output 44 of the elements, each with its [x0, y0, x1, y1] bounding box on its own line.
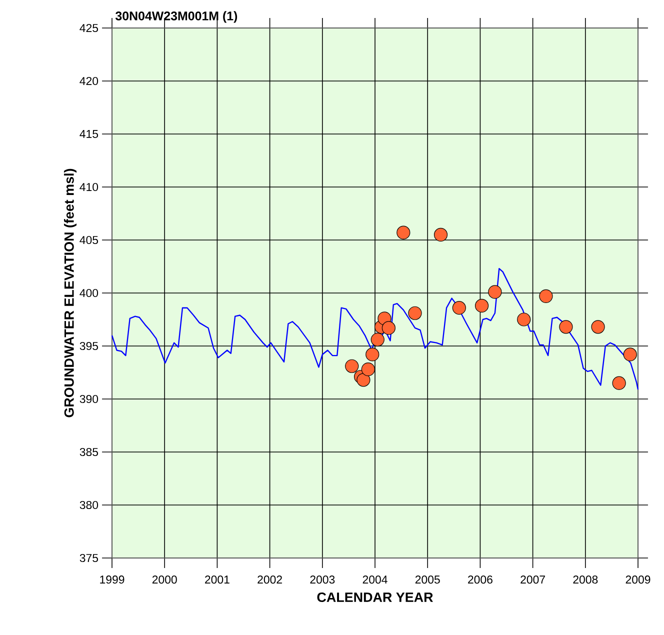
point — [517, 312, 531, 326]
point — [370, 332, 384, 346]
y-tick-label: 400 — [80, 288, 98, 298]
point — [612, 376, 626, 390]
y-tick-label: 425 — [80, 24, 98, 32]
x-tick-label: 2004 — [362, 576, 388, 584]
y-tick-label: 420 — [80, 76, 98, 86]
point — [434, 228, 448, 242]
point — [488, 285, 502, 299]
x-tick-label: 2000 — [152, 576, 177, 584]
x-tick-label: 1999 — [100, 576, 124, 584]
point — [366, 348, 380, 362]
y-tick-label: 375 — [80, 554, 98, 562]
chart-title: 30N04W23M001M (1) — [115, 11, 238, 23]
x-tick-label: 2003 — [310, 576, 335, 584]
point — [345, 359, 359, 373]
point — [396, 226, 410, 240]
y-tick-label: 415 — [80, 130, 98, 138]
y-tick-label: 405 — [80, 236, 98, 244]
point — [356, 373, 370, 387]
point — [474, 298, 489, 313]
y-axis-title: GROUNDWATER ELEVATION (feet msl) — [64, 168, 77, 418]
point — [623, 348, 637, 362]
point — [539, 289, 553, 303]
y-tick-label: 380 — [80, 500, 98, 510]
y-tick-label: 395 — [80, 342, 98, 350]
x-tick-label: 2001 — [205, 576, 230, 584]
x-tick-label: 2005 — [415, 576, 440, 584]
y-tick-label: 410 — [80, 182, 98, 192]
point — [452, 301, 466, 315]
x-tick-label: 2006 — [468, 576, 492, 584]
point — [382, 321, 396, 335]
x-tick-label: 2002 — [258, 576, 282, 584]
x-tick-label: 2008 — [573, 576, 598, 584]
point — [591, 320, 605, 334]
y-tick-label: 385 — [80, 448, 98, 456]
y-tick-label: 390 — [80, 394, 98, 404]
line-series — [111, 268, 639, 390]
x-tick-label: 2009 — [626, 576, 650, 584]
point — [559, 320, 573, 334]
point — [361, 362, 375, 376]
x-tick-label: 2007 — [520, 576, 545, 584]
x-axis-title: CALENDAR YEAR — [317, 592, 433, 602]
point — [408, 306, 422, 320]
